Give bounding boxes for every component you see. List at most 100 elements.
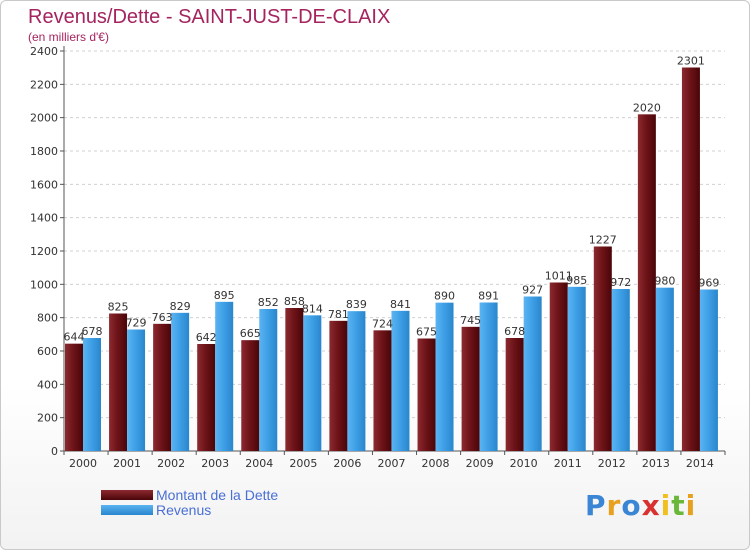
value-label-revenus: 895: [214, 289, 235, 302]
logo-letter: o: [621, 489, 642, 522]
proxiti-logo: Proxiti: [585, 489, 696, 522]
value-label-dette: 675: [416, 326, 437, 339]
value-label-dette: 642: [196, 331, 217, 344]
value-label-revenus: 841: [390, 298, 411, 311]
bar-revenus: [523, 296, 542, 451]
x-tick-label: 2011: [554, 457, 582, 470]
logo-letter: i: [685, 489, 697, 522]
value-label-revenus: 972: [610, 276, 631, 289]
bar-dette: [109, 313, 128, 451]
value-label-revenus: 985: [566, 274, 587, 287]
bar-dette: [637, 114, 656, 451]
x-tick-label: 2012: [598, 457, 626, 470]
value-label-dette: 678: [504, 325, 525, 338]
logo-letter: r: [606, 489, 622, 522]
value-label-dette: 724: [372, 317, 393, 330]
bar-revenus: [699, 289, 718, 451]
bar-dette: [505, 338, 524, 451]
bar-revenus: [171, 312, 190, 451]
bar-revenus: [303, 315, 322, 451]
y-tick-label: 600: [37, 345, 58, 358]
logo-letter: t: [671, 489, 686, 522]
bar-dette: [153, 323, 172, 451]
y-tick-label: 800: [37, 312, 58, 325]
value-label-revenus: 890: [434, 290, 455, 303]
bar-dette: [417, 338, 436, 451]
bar-dette: [549, 282, 568, 451]
legend-label-revenus: Revenus: [156, 502, 212, 518]
bars: [65, 67, 718, 451]
x-tick-label: 2005: [289, 457, 317, 470]
x-tick-label: 2014: [686, 457, 714, 470]
value-label-revenus: 891: [478, 290, 499, 303]
bar-revenus: [83, 338, 101, 451]
y-tick-label: 1800: [30, 145, 58, 158]
value-label-revenus: 927: [522, 284, 543, 297]
legend-label-dette: Montant de la Dette: [156, 487, 279, 503]
value-label-dette: 644: [64, 331, 85, 344]
y-tick-label: 400: [37, 378, 58, 391]
value-label-revenus: 980: [654, 275, 675, 288]
x-tick-label: 2000: [69, 457, 97, 470]
bar-revenus: [611, 289, 630, 451]
bar-dette: [329, 320, 348, 451]
y-tick-label: 1400: [30, 212, 58, 225]
value-label-revenus: 852: [258, 296, 279, 309]
bar-revenus: [655, 287, 674, 451]
logo-letter: x: [641, 489, 661, 522]
value-label-dette: 1227: [589, 234, 617, 247]
y-tick-label: 1000: [30, 278, 58, 291]
bar-dette: [241, 340, 260, 451]
bar-revenus: [567, 286, 586, 451]
bar-dette: [593, 246, 612, 451]
axes: 0 200 400 600 800 1000 1200 1400 1600 1800 2000 220…: [30, 45, 726, 470]
logo-letter: P: [585, 489, 607, 522]
x-tick-label: 2001: [113, 457, 141, 470]
x-tick-label: 2013: [642, 457, 670, 470]
value-label-dette: 2301: [677, 55, 705, 68]
chart-title: Revenus/Dette - SAINT-JUST-DE-CLAIX: [28, 6, 391, 28]
x-tick-label: 2006: [333, 457, 361, 470]
x-tick-label: 2003: [201, 457, 229, 470]
legend-swatch-revenus: [101, 505, 153, 515]
bar-revenus: [435, 302, 454, 451]
bar-revenus: [347, 311, 366, 451]
bar-revenus: [259, 309, 278, 451]
chart-subtitle: (en milliers d'€): [28, 30, 109, 44]
bar-revenus: [391, 310, 410, 451]
y-tick-label: 0: [51, 445, 58, 458]
value-label-revenus: 839: [346, 298, 367, 311]
value-label-revenus: 678: [82, 325, 103, 338]
y-tick-label: 2000: [30, 112, 58, 125]
bar-dette: [461, 326, 480, 451]
value-label-revenus: 814: [302, 302, 323, 315]
bar-dette: [373, 330, 392, 451]
x-tick-label: 2004: [245, 457, 273, 470]
bar-revenus: [479, 302, 498, 451]
logo-letter: i: [660, 489, 672, 522]
y-tick-label: 200: [37, 412, 58, 425]
x-tick-label: 2010: [510, 457, 538, 470]
value-label-revenus: 829: [170, 300, 191, 313]
x-tick-label: 2002: [157, 457, 185, 470]
x-tick-label: 2008: [422, 457, 450, 470]
value-label-dette: 745: [460, 314, 481, 327]
y-tick-label: 1600: [30, 178, 58, 191]
bar-dette: [197, 344, 216, 451]
value-label-dette: 1011: [545, 270, 573, 283]
x-tick-label: 2009: [466, 457, 494, 470]
bar-revenus: [127, 329, 146, 451]
legend-swatch-dette: [101, 490, 153, 500]
value-label-dette: 665: [240, 327, 261, 340]
bar-dette: [681, 67, 700, 451]
bar-dette: [65, 343, 83, 451]
value-label-revenus: 729: [126, 317, 147, 330]
value-label-dette: 781: [328, 308, 349, 321]
value-label-dette: 858: [284, 295, 305, 308]
y-tick-label: 2400: [30, 45, 58, 58]
y-tick-label: 1200: [30, 245, 58, 258]
value-label-dette: 825: [108, 301, 129, 314]
